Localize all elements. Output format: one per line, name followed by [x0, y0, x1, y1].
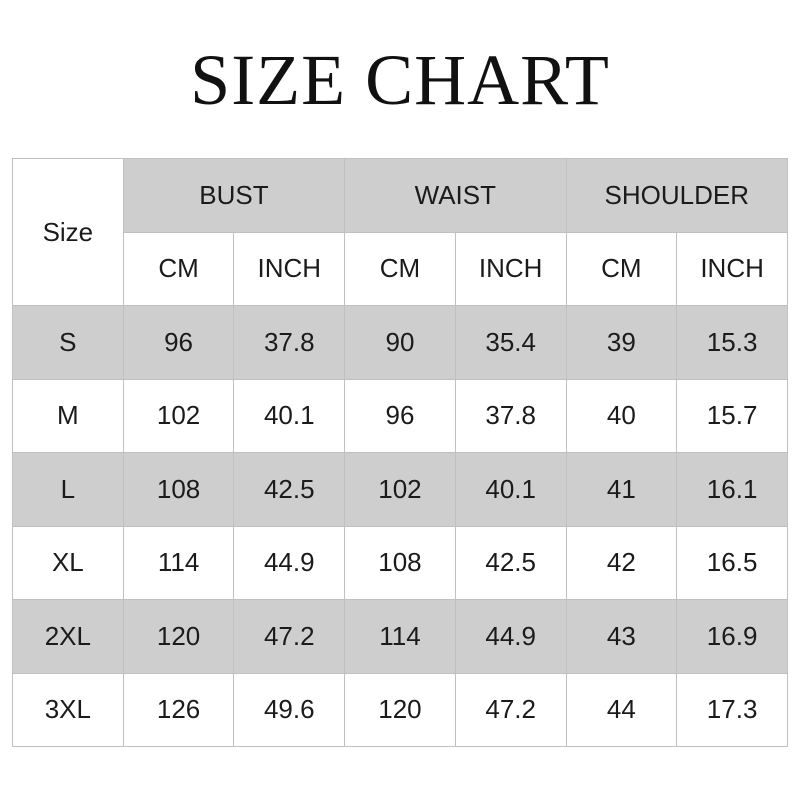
value-cell: 126 — [122, 672, 235, 747]
unit-header: INCH — [676, 231, 788, 306]
unit-header: INCH — [233, 231, 346, 306]
value-cell: 40.1 — [233, 378, 346, 453]
value-cell: 47.2 — [454, 672, 567, 747]
value-cell: 102 — [122, 378, 235, 453]
value-cell: 16.5 — [676, 525, 788, 600]
table-row-xl: XL 114 44.9 108 42.5 42 16.5 — [12, 525, 788, 600]
value-cell: 39 — [565, 305, 678, 380]
value-cell: 96 — [344, 378, 456, 453]
value-cell: 114 — [344, 599, 456, 674]
value-cell: 120 — [122, 599, 235, 674]
value-cell: 90 — [344, 305, 456, 380]
value-cell: 47.2 — [233, 599, 346, 674]
value-cell: 16.9 — [676, 599, 788, 674]
value-cell: 42.5 — [454, 525, 567, 600]
value-cell: 96 — [122, 305, 235, 380]
size-cell: M — [12, 378, 124, 453]
value-cell: 114 — [122, 525, 235, 600]
value-cell: 15.7 — [676, 378, 788, 453]
value-cell: 35.4 — [454, 305, 567, 380]
size-column-header: Size — [12, 158, 124, 306]
table-row-2xl: 2XL 120 47.2 114 44.9 43 16.9 — [12, 599, 788, 674]
value-cell: 108 — [344, 525, 456, 600]
group-header-waist: WAIST — [344, 158, 567, 233]
value-cell: 42 — [565, 525, 678, 600]
page-title: SIZE CHART — [190, 40, 610, 120]
value-cell: 16.1 — [676, 452, 788, 527]
group-header-bust: BUST — [122, 158, 346, 233]
unit-header: CM — [565, 231, 678, 306]
size-cell: L — [12, 452, 124, 527]
group-header-shoulder: SHOULDER — [565, 158, 789, 233]
value-cell: 102 — [344, 452, 456, 527]
value-cell: 49.6 — [233, 672, 346, 747]
unit-header: INCH — [454, 231, 567, 306]
table-row-l: L 108 42.5 102 40.1 41 16.1 — [12, 452, 788, 527]
size-cell: XL — [12, 525, 124, 600]
table-row-3xl: 3XL 126 49.6 120 47.2 44 17.3 — [12, 672, 788, 747]
value-cell: 43 — [565, 599, 678, 674]
unit-header: CM — [344, 231, 456, 306]
size-cell: S — [12, 305, 124, 380]
value-cell: 37.8 — [454, 378, 567, 453]
unit-header: CM — [122, 231, 235, 306]
size-cell: 2XL — [12, 599, 124, 674]
table-row-m: M 102 40.1 96 37.8 40 15.7 — [12, 378, 788, 453]
size-chart-table: Size BUST WAIST SHOULDER CM INCH CM INCH… — [12, 158, 789, 747]
value-cell: 42.5 — [233, 452, 346, 527]
value-cell: 44 — [565, 672, 678, 747]
value-cell: 40 — [565, 378, 678, 453]
size-cell: 3XL — [12, 672, 124, 747]
value-cell: 41 — [565, 452, 678, 527]
value-cell: 15.3 — [676, 305, 788, 380]
table-row-s: S 96 37.8 90 35.4 39 15.3 — [12, 305, 788, 380]
value-cell: 44.9 — [454, 599, 567, 674]
value-cell: 120 — [344, 672, 456, 747]
value-cell: 17.3 — [676, 672, 788, 747]
value-cell: 108 — [122, 452, 235, 527]
value-cell: 40.1 — [454, 452, 567, 527]
value-cell: 37.8 — [233, 305, 346, 380]
value-cell: 44.9 — [233, 525, 346, 600]
unit-header-row: CM INCH CM INCH CM INCH — [13, 231, 788, 306]
group-header-row: Size BUST WAIST SHOULDER — [12, 158, 789, 306]
